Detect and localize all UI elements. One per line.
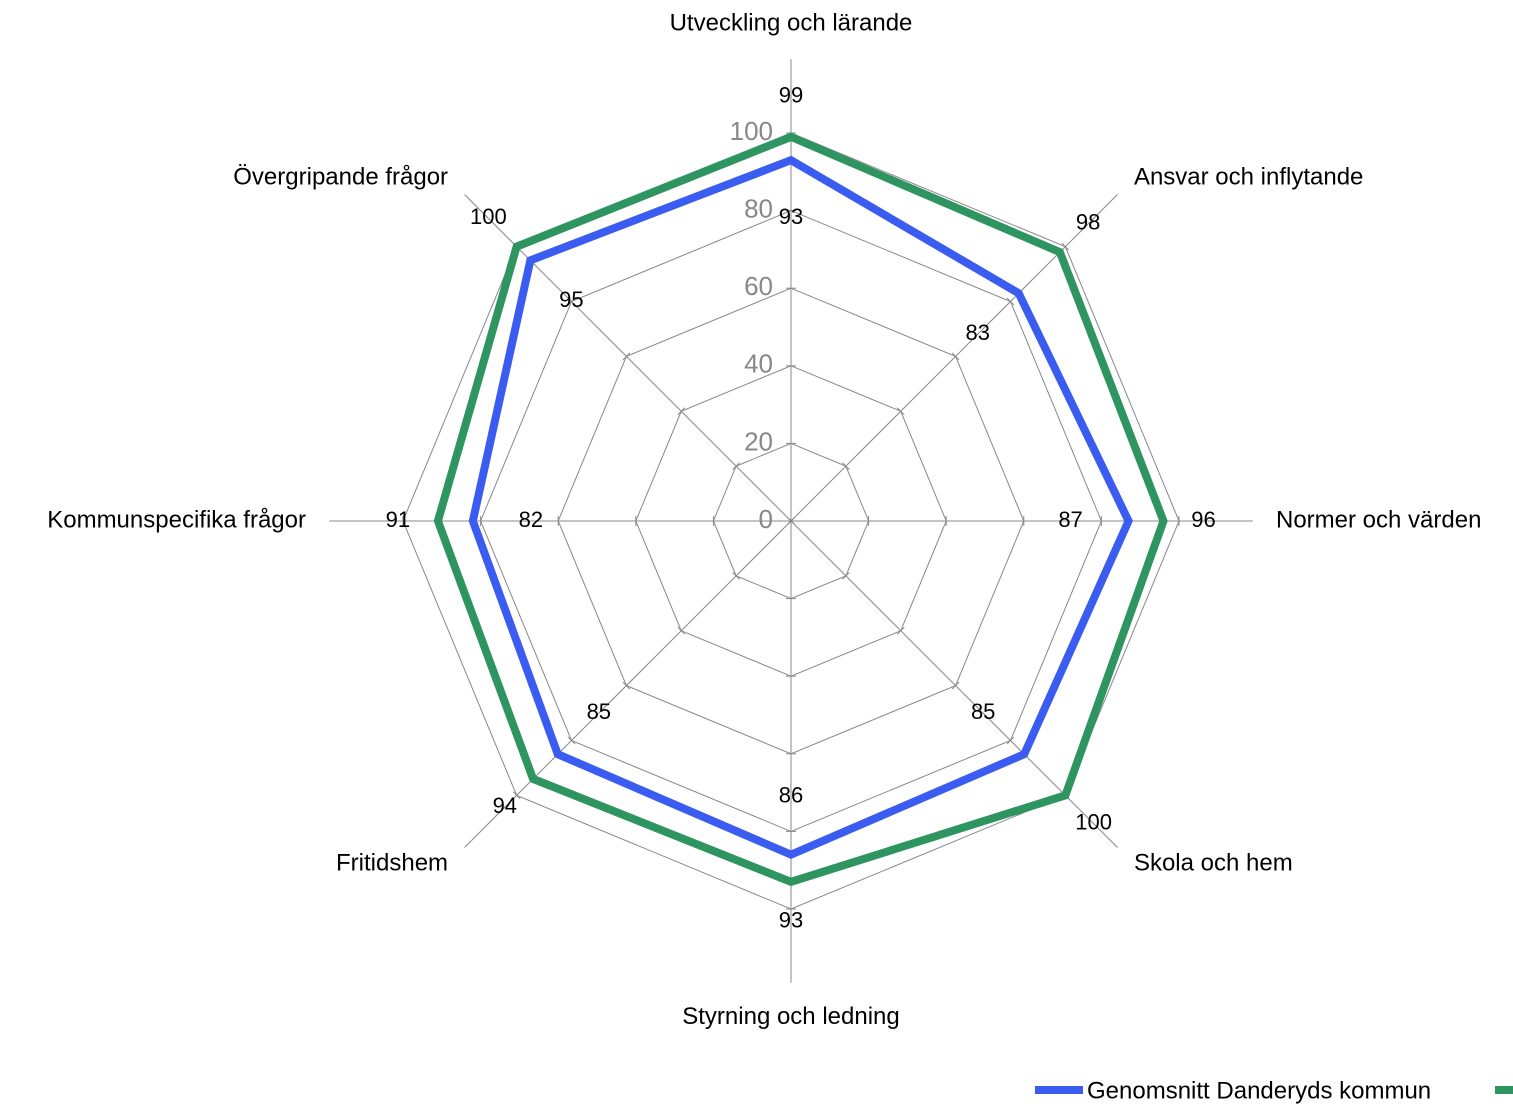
axis-line — [790, 194, 1118, 522]
series-polygon — [468, 155, 1133, 860]
data-label: 100 — [470, 204, 507, 229]
category-label: Övergripande frågor — [233, 163, 448, 190]
category-label: Skola och hem — [1134, 849, 1293, 876]
y-tick-label: 60 — [744, 271, 773, 301]
category-label: Normer och värden — [1276, 506, 1481, 533]
category-label: Utveckling och lärande — [670, 10, 913, 37]
data-label: 91 — [386, 507, 410, 532]
data-label: 83 — [965, 320, 989, 345]
y-tick-label: 100 — [730, 116, 773, 146]
data-label: 96 — [1191, 507, 1215, 532]
y-tick-label: 0 — [759, 504, 773, 534]
data-label: 87 — [1058, 507, 1082, 532]
data-label: 82 — [519, 507, 543, 532]
legend-label: Genomsnitt Danderyds kommun — [1087, 1077, 1431, 1104]
data-label: 85 — [971, 699, 995, 724]
data-label: 94 — [493, 793, 517, 818]
data-label: 93 — [779, 908, 803, 933]
series-polygon — [433, 132, 1168, 887]
axis-line — [464, 520, 792, 848]
data-label: 86 — [779, 782, 803, 807]
data-label: 99 — [779, 83, 803, 108]
category-label: Styrning och ledning — [682, 1003, 899, 1030]
data-label: 100 — [1075, 809, 1112, 834]
data-label: 98 — [1076, 210, 1100, 235]
axis-line — [464, 194, 792, 522]
y-tick-label: 20 — [744, 426, 773, 456]
data-label: 95 — [559, 287, 583, 312]
data-label: 85 — [587, 699, 611, 724]
axis-line — [790, 520, 1118, 848]
y-tick-label: 40 — [744, 349, 773, 379]
category-label: Ansvar och inflytande — [1134, 163, 1363, 190]
category-label: Fritidshem — [336, 849, 448, 876]
data-label: 93 — [779, 204, 803, 229]
y-tick-label: 80 — [744, 193, 773, 223]
category-label: Kommunspecifika frågor — [47, 506, 306, 533]
